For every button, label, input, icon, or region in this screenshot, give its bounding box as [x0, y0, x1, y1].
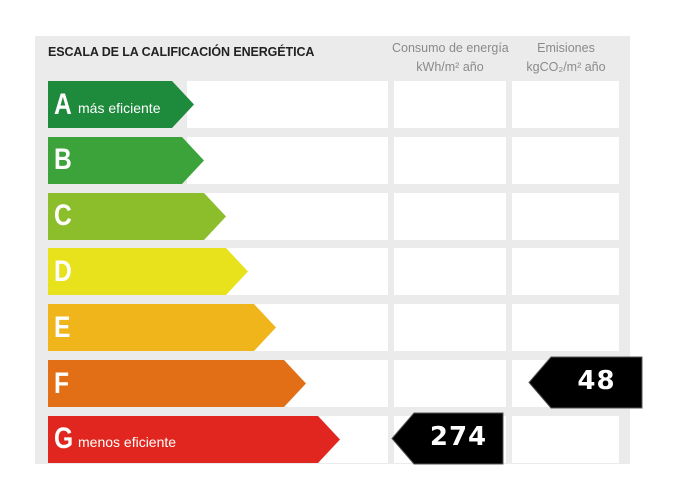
- rating-letter: E: [54, 310, 71, 344]
- rating-label-f: F: [54, 360, 76, 407]
- consumo-cell: [394, 192, 506, 240]
- rating-arrow-e: [48, 304, 276, 352]
- emisiones-header: Emisiones kgCO₂/m² año: [510, 39, 622, 77]
- rating-arrow-shape: [48, 248, 248, 296]
- rating-description: más eficiente: [78, 99, 161, 116]
- emisiones-cell: [512, 248, 619, 296]
- rating-letter: G: [54, 422, 74, 456]
- emisiones-cell: [512, 304, 619, 352]
- consumo-cell: [394, 136, 506, 184]
- consumo-unit: kWh/m² año: [416, 60, 484, 74]
- rating-arrow-c: [48, 192, 226, 240]
- rating-cell: [187, 136, 388, 184]
- emisiones-cell: [512, 192, 619, 240]
- consumo-cell: [394, 81, 506, 128]
- rating-label-d: D: [54, 248, 76, 295]
- rating-arrow-shape: [48, 192, 226, 240]
- rating-letter: D: [54, 254, 72, 288]
- rating-description: menos eficiente: [78, 434, 177, 451]
- consumo-label: Consumo de energía: [392, 41, 509, 55]
- scale-title: ESCALA DE LA CALIFICACIÓN ENERGÉTICA: [48, 45, 315, 59]
- consumo-header: Consumo de energía kWh/m² año: [392, 39, 509, 77]
- rating-letter: F: [54, 366, 70, 400]
- emisiones-indicator-arrow: [528, 356, 643, 409]
- emisiones-value: 48: [577, 366, 616, 396]
- rating-label-b: B: [54, 137, 76, 184]
- consumo-indicator-arrow: [391, 412, 504, 465]
- rating-arrow-a: [48, 81, 194, 128]
- emisiones-label: Emisiones: [537, 41, 595, 55]
- rating-arrow-shape: [48, 136, 204, 184]
- rating-arrow-shape: [48, 415, 340, 463]
- rating-letter: C: [54, 199, 72, 233]
- rating-letter: B: [54, 143, 72, 177]
- rating-arrow-shape: [48, 304, 276, 352]
- rating-arrow-shape: [48, 360, 306, 407]
- rating-arrow-f: [48, 360, 306, 407]
- consumo-cell: [394, 248, 506, 296]
- rating-arrow-shape: [48, 81, 194, 128]
- rating-arrow-d: [48, 248, 248, 296]
- rating-arrow-g: [48, 415, 340, 463]
- rating-label-e: E: [54, 304, 76, 351]
- emisiones-cell: [512, 136, 619, 184]
- emisiones-cell: [512, 81, 619, 128]
- emisiones-unit: kgCO₂/m² año: [526, 60, 606, 74]
- rating-label-c: C: [54, 193, 76, 240]
- rating-cell: [187, 81, 388, 128]
- rating-arrow-b: [48, 136, 204, 184]
- emisiones-cell: [512, 415, 619, 463]
- consumo-cell: [394, 360, 506, 407]
- emisiones-indicator-shape: [528, 356, 643, 409]
- rating-letter: A: [54, 87, 72, 121]
- consumo-value: 274: [429, 421, 488, 452]
- consumo-cell: [394, 304, 506, 352]
- consumo-indicator-shape: [391, 412, 504, 465]
